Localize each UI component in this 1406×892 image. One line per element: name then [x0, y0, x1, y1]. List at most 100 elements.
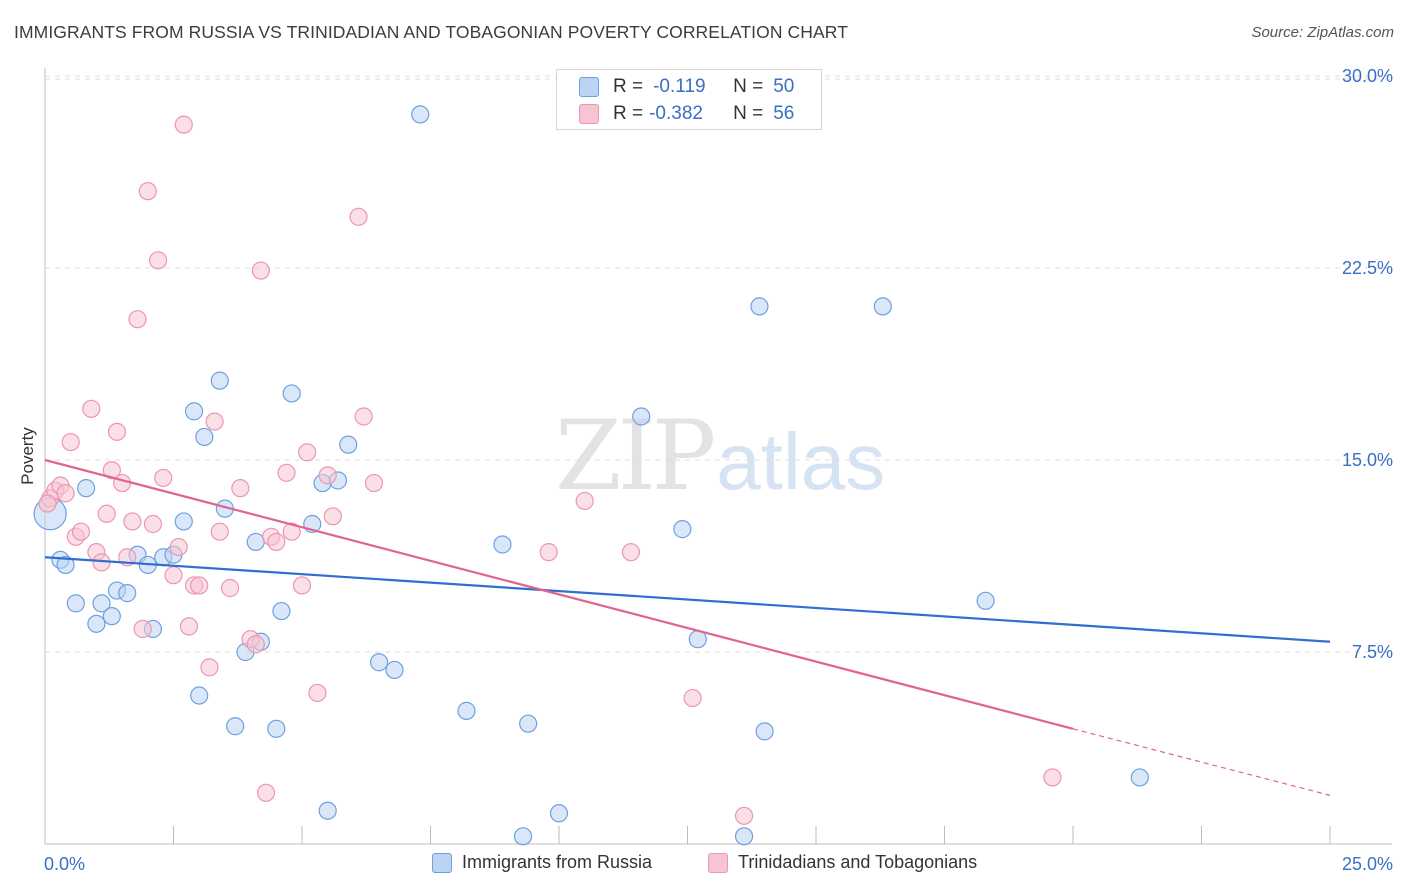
axes: [44, 68, 1392, 845]
trinidad-point: [107, 422, 127, 441]
russia-point: [174, 512, 193, 531]
trinidad-point: [267, 532, 286, 552]
data-points: [33, 105, 1149, 846]
n-label: N =: [733, 76, 764, 97]
trend-lines: [44, 458, 1331, 796]
trinidad-point: [148, 251, 168, 270]
trinidad-point: [143, 514, 163, 534]
trinidad-point: [61, 432, 80, 452]
trinidad-point: [308, 683, 327, 703]
russia-point: [272, 601, 291, 621]
legend-item-trinidad: Trinidadians and Tobagonians: [708, 852, 977, 873]
russia-point: [87, 614, 106, 633]
y-tick-label: 30.0%: [1342, 66, 1393, 86]
trinidad-point: [210, 522, 229, 541]
trinidad-trend-line: [44, 458, 1074, 730]
x-tick-label: 25.0%: [1342, 854, 1393, 874]
trinidad-swatch: [579, 104, 599, 124]
russia-point: [246, 532, 265, 552]
trinidad-point: [354, 407, 373, 426]
trinidad-point: [205, 412, 224, 431]
legend-item-russia: Immigrants from Russia: [432, 852, 652, 873]
y-tick-label: 7.5%: [1352, 642, 1393, 662]
trinidad-point: [138, 182, 157, 201]
russia-point: [339, 435, 358, 454]
trinidad-point: [1043, 768, 1062, 787]
russia-point: [873, 297, 892, 316]
trinidad-point: [164, 566, 183, 585]
russia-point: [210, 371, 229, 390]
russia-point: [226, 717, 245, 736]
russia-legend-label: Immigrants from Russia: [462, 852, 653, 872]
russia-trend-line: [44, 556, 1331, 643]
trinidad-point: [102, 461, 121, 480]
trinidad-point: [82, 399, 101, 418]
trinidad-point: [97, 504, 116, 523]
russia-point: [457, 701, 476, 720]
russia-point: [519, 714, 538, 733]
russia-point: [1130, 768, 1149, 787]
trinidad-point: [298, 443, 317, 462]
legend-row-trinidad: R = -0.382 N = 56: [579, 101, 794, 127]
y-tick-label: 15.0%: [1342, 450, 1393, 470]
russia-point: [513, 827, 533, 846]
trinidad-point: [539, 543, 558, 562]
russia-point: [92, 594, 111, 613]
russia-point: [549, 804, 569, 823]
trinidad-point: [734, 806, 754, 825]
r-label: R =: [613, 76, 644, 97]
trinidad-point: [179, 617, 199, 636]
russia-point: [66, 594, 85, 613]
trinidad-legend-swatch: [708, 852, 728, 873]
trinidad-trend-extension: [1072, 728, 1331, 796]
trinidad-point: [292, 576, 312, 595]
trinidad-legend-label: Trinidadians and Tobagonians: [738, 852, 978, 872]
russia-point: [750, 297, 769, 316]
source-credit: Source: ZipAtlas.com: [1251, 24, 1394, 41]
trinidad-point: [190, 576, 209, 595]
r-label: R =: [613, 103, 644, 124]
russia-point: [184, 402, 204, 421]
y-tick-label: 22.5%: [1342, 258, 1393, 278]
trinidad-point: [282, 522, 301, 541]
trinidad-point: [71, 522, 91, 541]
trinidad-point: [123, 512, 142, 531]
trinidad-point: [277, 463, 296, 482]
russia-legend-swatch: [432, 852, 452, 873]
trinidad-point: [38, 494, 57, 513]
grid-lines: [45, 75, 1392, 653]
trinidad-point: [128, 310, 147, 329]
trinidad-point: [349, 207, 368, 226]
russia-point: [370, 653, 389, 672]
russia-point: [282, 384, 301, 403]
russia-point: [190, 686, 209, 705]
trinidad-point: [256, 783, 276, 802]
r-value: -0.119: [653, 76, 706, 97]
r-value: -0.382: [649, 103, 703, 124]
trinidad-point: [621, 543, 641, 562]
trinidad-point: [323, 507, 342, 526]
russia-swatch: [579, 77, 599, 97]
n-value: 56: [773, 103, 795, 124]
russia-point: [56, 555, 75, 575]
trinidad-point: [246, 635, 265, 654]
n-label: N =: [733, 103, 764, 124]
trinidad-point: [683, 688, 702, 708]
trinidad-point: [364, 473, 384, 493]
tick-labels: 7.5% 15.0% 22.5% 30.0% 0.0% 25.0% Poverty: [18, 66, 1393, 874]
russia-point: [976, 591, 995, 610]
russia-point: [195, 427, 214, 447]
russia-point: [673, 520, 692, 539]
trinidad-point: [154, 468, 173, 488]
russia-point: [77, 479, 96, 498]
trinidad-point: [318, 466, 337, 485]
trinidad-point: [251, 261, 270, 280]
chart-title: IMMIGRANTS FROM RUSSIA VS TRINIDADIAN AN…: [14, 22, 848, 42]
russia-point: [385, 660, 404, 680]
x-tick-label: 0.0%: [44, 854, 85, 874]
trinidad-point: [133, 619, 152, 639]
trinidad-point: [174, 115, 193, 134]
correlation-legend: R = -0.119 N = 50 R = -0.382 N = 56: [556, 69, 822, 130]
russia-point: [734, 827, 754, 846]
